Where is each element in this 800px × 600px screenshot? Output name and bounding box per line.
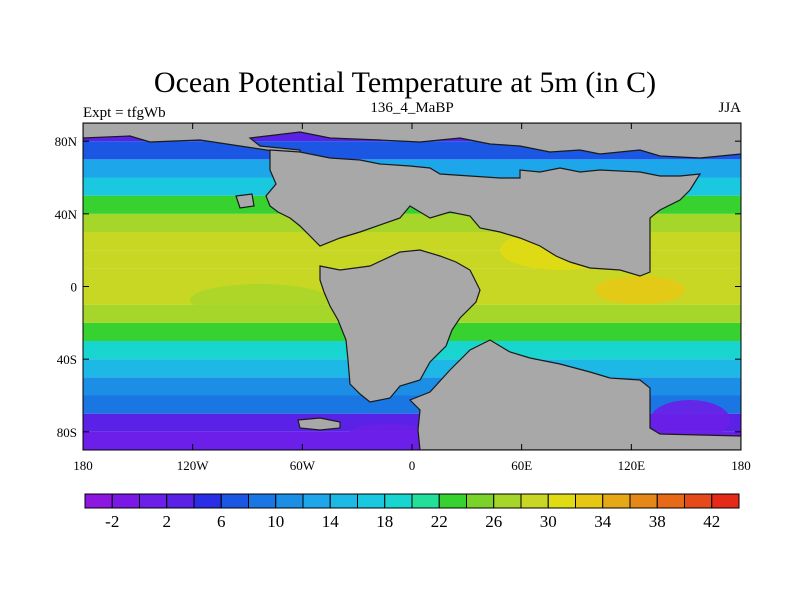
- colorbar-swatch: [220, 493, 249, 509]
- colorbar-label: 42: [703, 512, 720, 531]
- colorbar-label: 26: [485, 512, 502, 531]
- colorbar-label: 6: [217, 512, 226, 531]
- colorbar-swatch: [684, 493, 713, 509]
- colorbar-swatch: [302, 493, 331, 509]
- x-tick-label: 180: [73, 458, 93, 473]
- x-tick-label: 0: [409, 458, 416, 473]
- y-tick-label: 80N: [55, 134, 78, 149]
- colorbar-label: 34: [594, 512, 612, 531]
- colorbar-swatch: [575, 493, 604, 509]
- y-tick-label: 80S: [57, 425, 77, 440]
- colorbar-swatch: [466, 493, 495, 509]
- colorbar-label: -2: [105, 512, 119, 531]
- colorbar-label: 30: [540, 512, 557, 531]
- colorbar-swatch: [111, 493, 140, 509]
- x-tick-label: 180: [731, 458, 751, 473]
- colorbar-swatch: [84, 493, 113, 509]
- land-northern-island: [235, 193, 255, 209]
- x-tick-label: 120W: [177, 458, 210, 473]
- colorbar-swatch: [139, 493, 168, 509]
- land-antarctica: [408, 339, 741, 450]
- y-tick-label: 40S: [57, 352, 77, 367]
- colorbar-swatch: [438, 493, 467, 509]
- colorbar-label: 18: [376, 512, 393, 531]
- colorbar-label: 2: [163, 512, 172, 531]
- land-gondwana: [319, 249, 481, 403]
- y-tick-label: 40N: [55, 207, 78, 222]
- colorbar-label: 14: [322, 512, 340, 531]
- land-north-pangaea: [83, 123, 741, 159]
- colorbar-swatch: [493, 493, 522, 509]
- colorbar-label: 10: [267, 512, 284, 531]
- colorbar-swatch: [193, 493, 222, 509]
- land-laurasia: [265, 149, 702, 277]
- colorbar-swatch: [411, 493, 440, 509]
- y-axis-ticks: 80N 40N 0 40S 80S: [55, 134, 741, 440]
- colorbar-label: 38: [649, 512, 666, 531]
- y-tick-label: 0: [71, 280, 78, 295]
- timeframe-label: 136_4_MaBP: [370, 100, 453, 116]
- experiment-label: Expt = tfgWb: [83, 105, 166, 121]
- chart-title: Ocean Potential Temperature at 5m (in C): [154, 66, 656, 99]
- colorbar-swatch: [166, 493, 195, 509]
- landmasses: [83, 123, 741, 450]
- map-panel: 180 120W 60W 0 60E 120E 180 80N 40N 0 40S 80S: [55, 122, 751, 473]
- west-pacific-warm-pool: [595, 276, 685, 304]
- southern-cold-patch: [650, 400, 730, 440]
- east-pacific-cool-tongue: [190, 284, 330, 316]
- colorbar-swatch: [329, 493, 358, 509]
- x-tick-label: 60W: [290, 458, 316, 473]
- colorbar-label: 22: [431, 512, 448, 531]
- colorbar-swatch: [547, 493, 576, 509]
- colorbar-swatch: [629, 493, 658, 509]
- colorbar-swatch: [520, 493, 549, 509]
- colorbar-swatch: [357, 493, 386, 509]
- colorbar-swatch: [656, 493, 685, 509]
- x-tick-label: 120E: [618, 458, 646, 473]
- x-tick-label: 60E: [511, 458, 532, 473]
- colorbar: -2 2 6 10 14 18 22 26 30 34 38 42: [84, 493, 740, 531]
- colorbar-swatch: [275, 493, 304, 509]
- colorbar-swatch: [384, 493, 413, 509]
- colorbar-swatch: [602, 493, 631, 509]
- x-axis-ticks: 180 120W 60W 0 60E 120E 180: [73, 123, 751, 473]
- southern-cold-patch-2: [350, 424, 430, 440]
- season-label: JJA: [718, 100, 741, 116]
- colorbar-swatch: [248, 493, 277, 509]
- land-southern-peninsula: [297, 417, 341, 431]
- colorbar-swatch: [711, 493, 740, 509]
